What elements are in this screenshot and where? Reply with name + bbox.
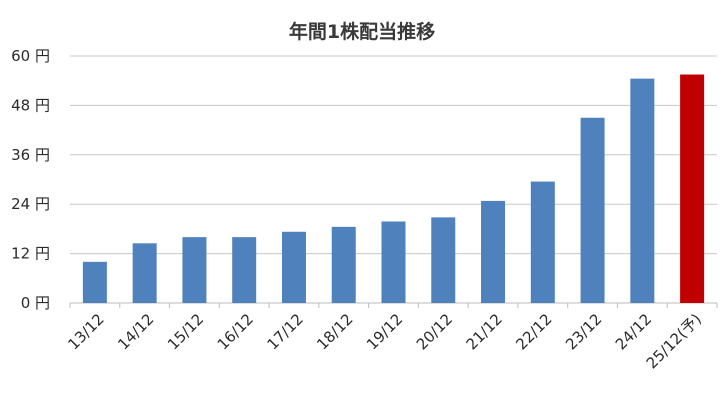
y-tick-label: 36 円 — [11, 146, 50, 164]
x-tick-label: 19/12 — [363, 310, 406, 353]
bar-19/12 — [381, 221, 406, 303]
bar-17/12 — [281, 231, 306, 303]
bar-14/12 — [132, 243, 157, 303]
bar-24/12 — [630, 78, 655, 304]
bar-13/12 — [82, 261, 107, 303]
x-tick-label: 14/12 — [114, 310, 157, 353]
x-tick-label: 24/12 — [612, 310, 655, 353]
x-tick-label: 21/12 — [463, 310, 506, 353]
bar-23/12 — [580, 117, 605, 303]
x-tick-label: 25/12(予) — [643, 310, 705, 372]
bars — [82, 74, 705, 304]
y-tick-label: 12 円 — [11, 245, 50, 263]
x-tick-label: 23/12 — [562, 310, 605, 353]
x-tick-label: 18/12 — [313, 310, 356, 353]
bar-16/12 — [232, 237, 257, 303]
gridlines — [69, 55, 718, 308]
x-tick-label: 15/12 — [164, 310, 207, 353]
y-axis-ticks: 0 円 12 円 24 円 36 円 48 円 60 円 — [11, 47, 50, 312]
bar-18/12 — [331, 226, 356, 303]
chart-title: 年間1株配当推移 — [289, 20, 435, 43]
x-tick-label: 20/12 — [413, 310, 456, 353]
y-tick-label: 48 円 — [11, 96, 50, 114]
bar-21/12 — [481, 200, 506, 303]
bar-15/12 — [182, 237, 207, 303]
y-tick-label: 0 円 — [21, 294, 50, 312]
y-tick-label: 60 円 — [11, 47, 50, 65]
x-tick-label: 16/12 — [214, 310, 257, 353]
bar-20/12 — [431, 217, 456, 303]
x-axis-ticks: 13/12 14/12 15/12 16/12 17/12 18/12 19/12 20/12… — [64, 310, 705, 372]
x-tick-label: 17/12 — [263, 310, 306, 353]
y-tick-label: 24 円 — [11, 195, 50, 213]
bar-22/12 — [530, 181, 555, 303]
x-tick-label: 13/12 — [64, 310, 107, 353]
x-tick-label: 22/12 — [512, 310, 555, 353]
bar-25/12(予) — [680, 74, 705, 304]
